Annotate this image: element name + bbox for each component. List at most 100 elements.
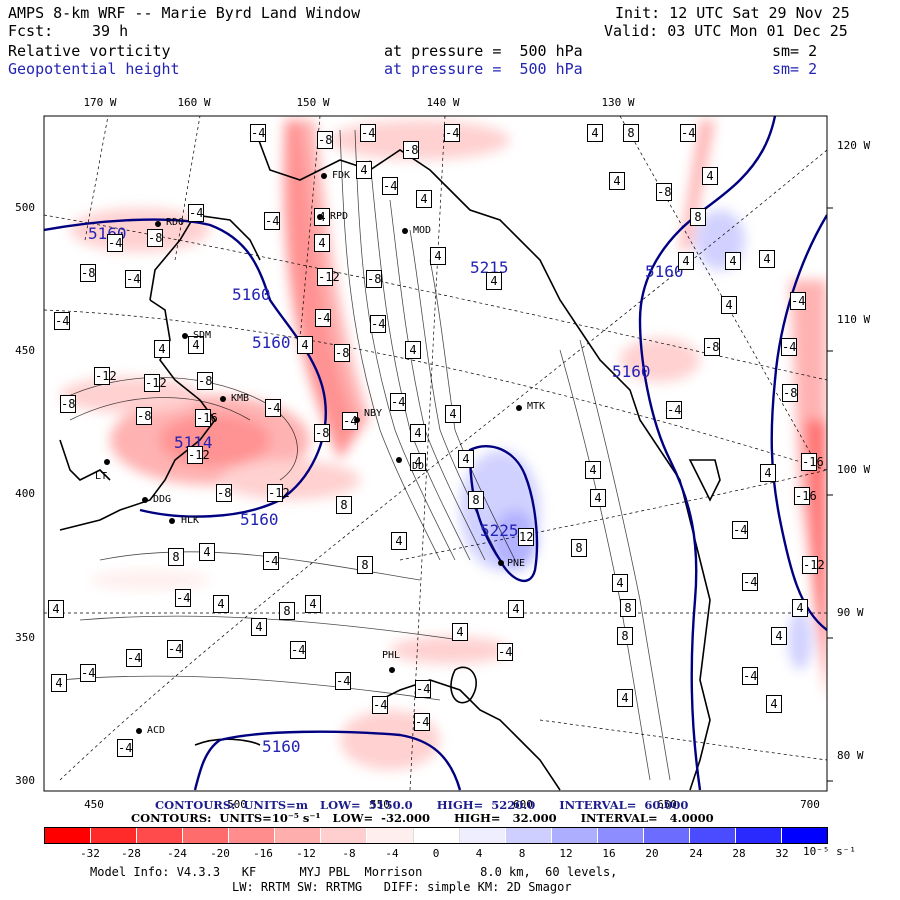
station-dot: [155, 221, 161, 227]
colorbar-label: -28: [121, 847, 141, 860]
vorticity-label: -4: [54, 312, 70, 330]
field2-level: at pressure = 500 hPa: [384, 60, 583, 78]
field2-name: Geopotential height: [8, 60, 180, 78]
model-physics: LW: RRTM SW: RRTMG DIFF: simple KM: 2D S…: [232, 880, 572, 894]
colorbar-label: 0: [432, 847, 440, 860]
height-contour-label: 5225: [480, 521, 519, 540]
vorticity-label: 4: [154, 340, 170, 358]
vorticity-label: 4: [297, 336, 313, 354]
lon-label-top: 160 W: [177, 96, 211, 109]
colorbar-label: 4: [475, 847, 483, 860]
vorticity-label: -4: [265, 399, 281, 417]
vorticity-label: -4: [250, 124, 266, 142]
vorticity-label: 4: [617, 689, 633, 707]
vorticity-label: 4: [760, 464, 776, 482]
vorticity-label: 4: [410, 424, 426, 442]
vorticity-label: -8: [147, 229, 163, 247]
vorticity-label: 4: [609, 172, 625, 190]
vorticity-label: 4: [188, 336, 204, 354]
init-time: Init: 12 UTC Sat 29 Nov 25: [615, 4, 850, 22]
vorticity-label: -4: [415, 680, 431, 698]
vorticity-label: -8: [60, 395, 76, 413]
station-dot: [402, 228, 408, 234]
vorticity-label: -12: [187, 446, 210, 464]
station-label: SDM: [193, 330, 212, 341]
lon-label-right: 100 W: [837, 463, 871, 476]
colorbar-label: 16: [602, 847, 616, 860]
vorticity-label: -8: [366, 270, 382, 288]
station-label: KMB: [231, 393, 250, 404]
station-dot: [104, 459, 110, 465]
vorticity-label: 4: [585, 461, 601, 479]
vorticity-label: 4: [721, 296, 737, 314]
colorbar-label: 32: [775, 847, 789, 860]
vorticity-label: -8: [704, 338, 720, 356]
colorbar-label: 20: [645, 847, 659, 860]
vorticity-label: 4: [305, 595, 321, 613]
vorticity-label: -4: [360, 124, 376, 142]
x-axis-label: 500: [227, 798, 247, 811]
vorticity-label: -8: [136, 407, 152, 425]
station-dot: [182, 333, 188, 339]
colorbar-label: 8: [518, 847, 526, 860]
vorticity-label: -4: [382, 177, 398, 195]
x-axis-label: 550: [370, 798, 390, 811]
colorbar-swatch: [275, 828, 322, 843]
y-axis-label: 350: [15, 631, 35, 644]
height-contour-label: 5160: [262, 737, 301, 756]
vorticity-label: -8: [314, 424, 330, 442]
vorticity-label: 4: [213, 595, 229, 613]
vorticity-label: -4: [188, 204, 204, 222]
colorbar-label: -24: [167, 847, 187, 860]
station-dot: [354, 417, 360, 423]
y-axis-label: 450: [15, 344, 35, 357]
lon-label-right: 80 W: [837, 749, 864, 762]
colorbar-swatch: [229, 828, 276, 843]
vorticity-contour-info: CONTOURS: UNITS=10⁻⁵ s⁻¹ LOW= -32.000 HI…: [131, 811, 714, 825]
vorticity-label: -8: [656, 183, 672, 201]
graticule: [44, 116, 827, 791]
vorticity-label: -8: [80, 264, 96, 282]
station-label: DD: [412, 461, 425, 472]
lon-label-top: 130 W: [601, 96, 635, 109]
vorticity-label: -8: [317, 131, 333, 149]
lon-label-top: 140 W: [426, 96, 460, 109]
station-dot: [389, 667, 395, 673]
map-title: AMPS 8-km WRF -- Marie Byrd Land Window: [8, 4, 361, 22]
colorbar-swatch: [45, 828, 92, 843]
colorbar-swatch: [782, 828, 828, 843]
station-label: RDO: [166, 217, 185, 228]
height-contour-label: 5160: [645, 262, 684, 281]
vorticity-label: -4: [126, 649, 142, 667]
colorbar-swatch: [689, 828, 736, 843]
vorticity-label: -4: [742, 667, 758, 685]
vorticity-label: 8: [571, 539, 587, 557]
height-contour-label: 5160: [252, 333, 291, 352]
vorticity-label: -12: [802, 556, 825, 574]
vorticity-label: 4: [766, 695, 782, 713]
vorticity-label: 12: [518, 528, 534, 546]
station-dot: [516, 405, 522, 411]
vorticity-label: 8: [468, 491, 484, 509]
vorticity-label: 4: [356, 161, 372, 179]
vorticity-label: -4: [370, 315, 386, 333]
vorticity-label: -4: [790, 292, 806, 310]
station-label: HLK: [181, 515, 200, 526]
vorticity-label: -16: [794, 487, 817, 505]
colorbar-swatch: [551, 828, 598, 843]
colorbar-swatch: [643, 828, 690, 843]
colorbar-swatch: [137, 828, 184, 843]
vorticity-label: 4: [612, 574, 628, 592]
height-contour-label: 5160: [240, 510, 279, 529]
station-dot: [321, 173, 327, 179]
vorticity-label: 4: [725, 252, 741, 270]
x-axis-label: 450: [84, 798, 104, 811]
station-label: MTK: [527, 401, 546, 412]
vorticity-label: 8: [279, 602, 295, 620]
vorticity-label: 4: [702, 167, 718, 185]
station-dot: [169, 518, 175, 524]
vorticity-label: 4: [48, 600, 64, 618]
y-axis-label: 500: [15, 201, 35, 214]
field1-smooth: sm= 2: [772, 42, 818, 60]
vorticity-label: -12: [317, 268, 340, 286]
